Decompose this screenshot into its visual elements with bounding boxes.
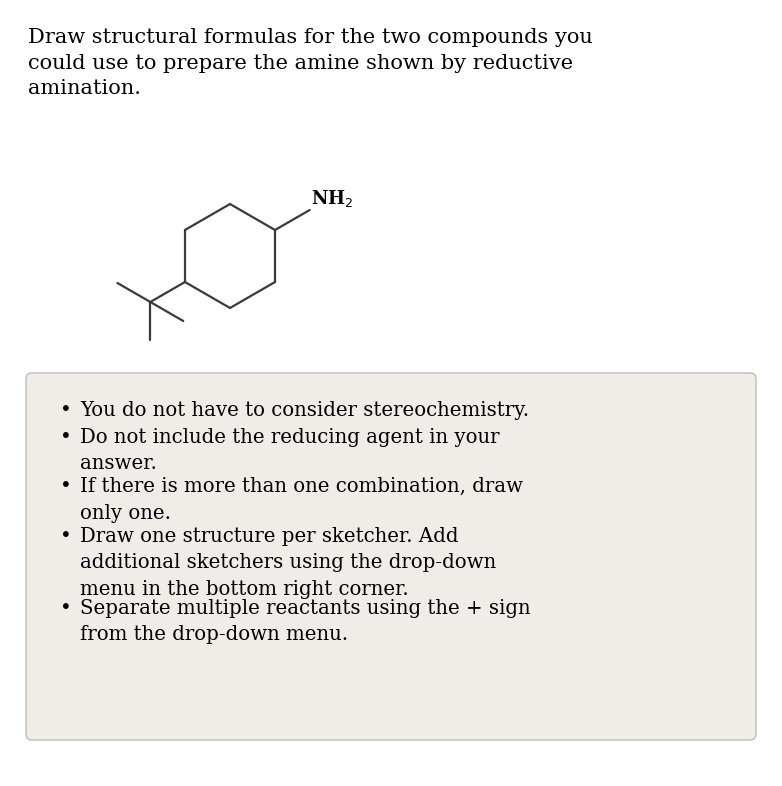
Text: •: •	[60, 527, 72, 545]
Text: Draw structural formulas for the two compounds you
could use to prepare the amin: Draw structural formulas for the two com…	[28, 28, 593, 98]
Text: NH$_2$: NH$_2$	[310, 188, 353, 209]
Text: Do not include the reducing agent in your
answer.: Do not include the reducing agent in you…	[80, 428, 500, 473]
Text: You do not have to consider stereochemistry.: You do not have to consider stereochemis…	[80, 401, 529, 420]
Text: •: •	[60, 401, 72, 420]
Text: •: •	[60, 599, 72, 618]
FancyBboxPatch shape	[26, 373, 756, 740]
Text: •: •	[60, 428, 72, 446]
Text: Separate multiple reactants using the + sign
from the drop-down menu.: Separate multiple reactants using the + …	[80, 599, 531, 645]
Text: If there is more than one combination, draw
only one.: If there is more than one combination, d…	[80, 477, 523, 523]
Text: •: •	[60, 477, 72, 496]
Text: Draw one structure per sketcher. Add
additional sketchers using the drop-down
me: Draw one structure per sketcher. Add add…	[80, 527, 497, 599]
